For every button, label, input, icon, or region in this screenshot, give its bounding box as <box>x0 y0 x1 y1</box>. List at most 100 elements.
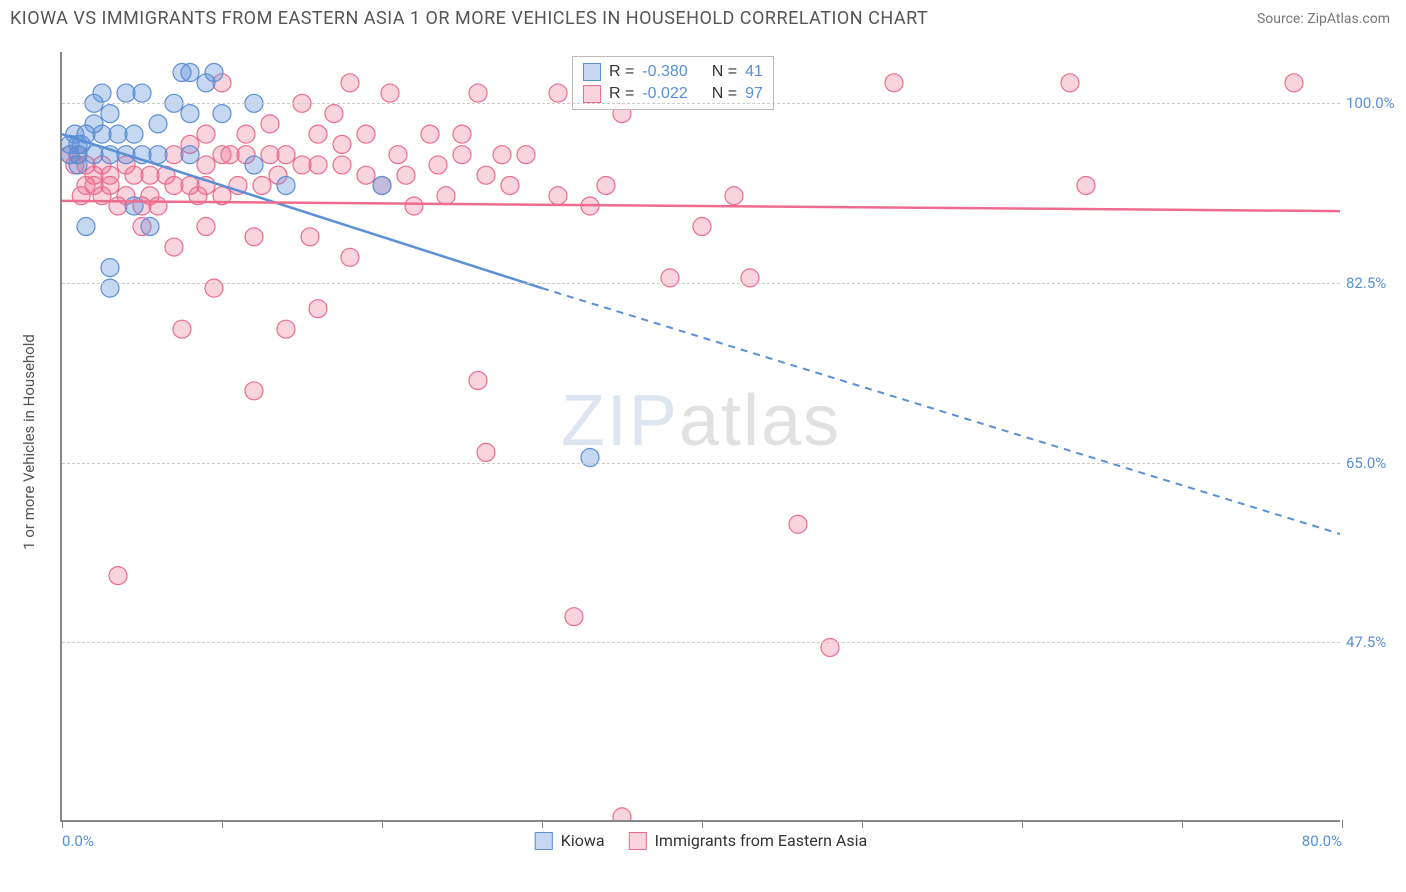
data-point <box>157 166 175 184</box>
data-point <box>197 74 215 92</box>
data-point <box>277 320 295 338</box>
x-tick <box>382 820 383 828</box>
data-point <box>261 146 279 164</box>
data-point <box>165 238 183 256</box>
data-point <box>477 443 495 461</box>
data-point <box>381 84 399 102</box>
stats-box: R = -0.380 N = 41 R = -0.022 N = 97 <box>572 56 774 110</box>
data-point <box>117 187 135 205</box>
data-point <box>181 105 199 123</box>
data-point <box>69 156 87 174</box>
data-point <box>85 146 103 164</box>
data-point <box>693 218 711 236</box>
data-point <box>133 84 151 102</box>
data-point <box>293 156 311 174</box>
data-point <box>101 166 119 184</box>
data-point <box>93 187 111 205</box>
data-point <box>62 135 79 153</box>
data-point <box>125 125 143 143</box>
data-point <box>309 125 327 143</box>
data-point <box>109 197 127 215</box>
data-point <box>69 146 87 164</box>
watermark-atlas: atlas <box>679 381 841 461</box>
chart-title: KIOWA VS IMMIGRANTS FROM EASTERN ASIA 1 … <box>10 8 928 29</box>
stat-n-value-0: 41 <box>745 63 763 81</box>
data-point <box>69 146 87 164</box>
watermark-zip: ZIP <box>561 381 679 461</box>
chart-source: Source: ZipAtlas.com <box>1257 11 1390 27</box>
data-point <box>133 218 151 236</box>
y-tick-label: 100.0% <box>1346 94 1396 112</box>
y-tick-label: 47.5% <box>1346 633 1396 651</box>
data-point <box>405 197 423 215</box>
data-point <box>245 228 263 246</box>
stat-r-value-1: -0.022 <box>642 85 687 103</box>
data-point <box>101 279 119 297</box>
data-point <box>133 146 151 164</box>
data-point <box>1061 74 1079 92</box>
data-point <box>309 156 327 174</box>
data-point <box>237 146 255 164</box>
data-point <box>661 269 679 287</box>
x-tick <box>1342 820 1343 828</box>
data-point <box>581 197 599 215</box>
data-point <box>62 146 79 164</box>
x-tick <box>702 820 703 828</box>
data-point <box>301 228 319 246</box>
data-point <box>165 176 183 194</box>
gridline-h <box>62 463 1340 464</box>
data-point <box>197 125 215 143</box>
data-point <box>133 197 151 215</box>
data-point <box>245 382 263 400</box>
bottom-legend: Kiowa Immigrants from Eastern Asia <box>535 831 867 850</box>
data-point <box>72 135 90 153</box>
stat-r-label-1: R = <box>609 85 634 103</box>
data-point <box>101 105 119 123</box>
data-point <box>1077 176 1095 194</box>
data-point <box>549 84 567 102</box>
x-tick <box>1182 820 1183 828</box>
data-point <box>62 146 79 164</box>
chart-container: 1 or more Vehicles in Household ZIPatlas… <box>30 42 1396 852</box>
data-point <box>101 259 119 277</box>
data-point <box>269 166 287 184</box>
gridline-h <box>62 283 1340 284</box>
y-axis-label: 1 or more Vehicles in Household <box>20 334 38 550</box>
data-point <box>549 187 567 205</box>
data-point <box>229 176 247 194</box>
data-point <box>469 372 487 390</box>
data-point <box>149 197 167 215</box>
data-point <box>101 146 119 164</box>
data-point <box>173 64 191 82</box>
legend-item-0: Kiowa <box>535 831 605 850</box>
data-point <box>741 269 759 287</box>
regression-line-solid <box>62 201 1340 211</box>
data-point <box>437 187 455 205</box>
regression-line-dashed <box>542 288 1340 534</box>
data-point <box>93 125 111 143</box>
y-tick-label: 65.0% <box>1346 454 1396 472</box>
data-point <box>109 125 127 143</box>
stat-n-value-1: 97 <box>745 85 763 103</box>
data-point <box>221 146 239 164</box>
data-point <box>117 84 135 102</box>
x-tick <box>1022 820 1023 828</box>
data-point <box>237 125 255 143</box>
chart-header: KIOWA VS IMMIGRANTS FROM EASTERN ASIA 1 … <box>0 0 1406 37</box>
data-point <box>117 156 135 174</box>
data-point <box>517 146 535 164</box>
data-point <box>453 125 471 143</box>
data-point <box>181 146 199 164</box>
data-point <box>213 187 231 205</box>
data-point <box>141 218 159 236</box>
stats-row-series-0: R = -0.380 N = 41 <box>583 61 763 83</box>
data-point <box>149 146 167 164</box>
data-point <box>333 156 351 174</box>
data-point <box>789 515 807 533</box>
data-point <box>429 156 447 174</box>
data-point <box>69 135 87 153</box>
data-point <box>109 567 127 585</box>
data-point <box>101 176 119 194</box>
data-point <box>197 156 215 174</box>
data-point <box>117 146 135 164</box>
